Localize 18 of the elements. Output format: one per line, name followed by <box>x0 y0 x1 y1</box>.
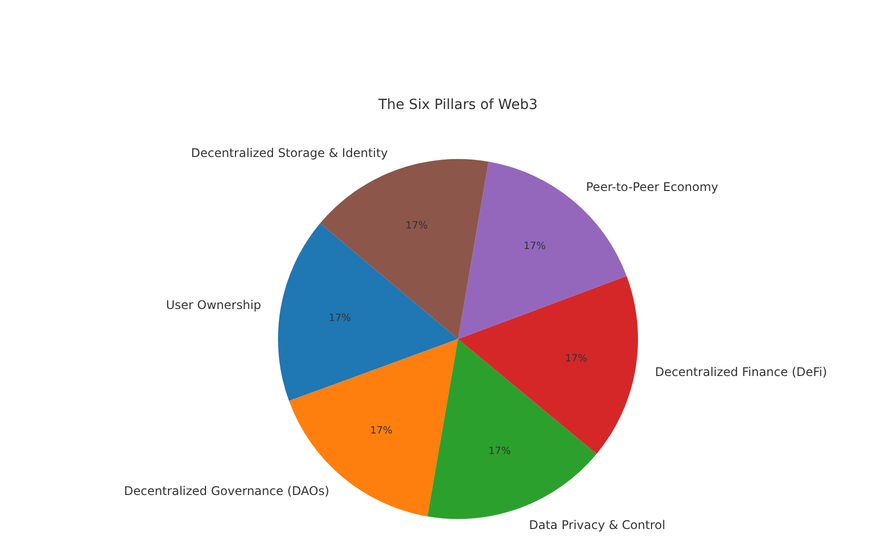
slice-label: Peer-to-Peer Economy <box>586 180 718 194</box>
slice-label: Decentralized Governance (DAOs) <box>124 484 330 498</box>
data-label: 17% <box>524 240 546 252</box>
data-label: 17% <box>370 426 392 437</box>
chart-title: The Six Pillars of Web3 <box>377 96 538 113</box>
pie-slice <box>427 339 597 519</box>
slice-label: User Ownership <box>166 298 262 312</box>
slice-label: Decentralized Finance (DeFi) <box>655 365 828 379</box>
data-label: 17% <box>565 353 588 364</box>
pie-slice <box>278 223 458 401</box>
pie-slice <box>458 276 638 454</box>
pie-slice <box>320 159 489 339</box>
slice-label: Data Privacy & Control <box>529 518 666 532</box>
data-label: 17% <box>406 220 428 232</box>
data-label: 17% <box>488 446 511 457</box>
pie-slice <box>288 339 458 516</box>
data-label: 17% <box>328 312 351 324</box>
slice-label: Decentralized Storage & Identity <box>191 146 388 160</box>
